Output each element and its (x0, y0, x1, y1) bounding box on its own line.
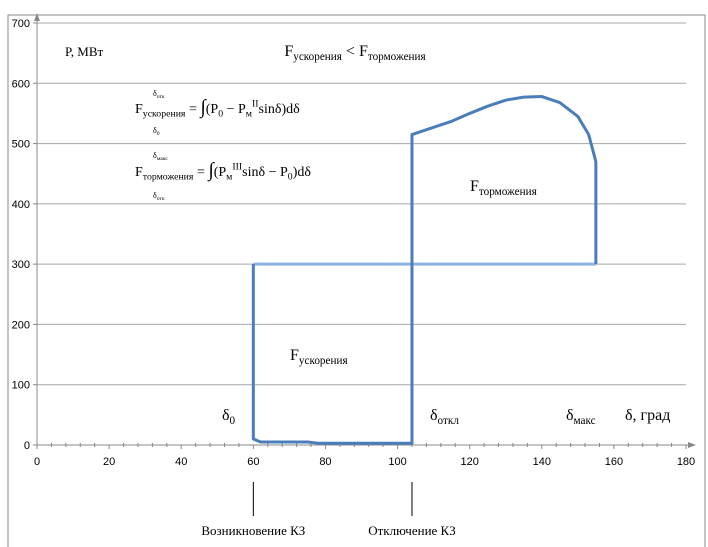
annotation-part: < F (342, 43, 368, 60)
annotation: δоткл (430, 407, 459, 427)
annotation-part: торможения (479, 186, 537, 198)
annotation-part: отк (157, 94, 165, 100)
annotation: δ0 (222, 407, 236, 427)
x-tick-label: 120 (460, 456, 478, 468)
annotation-part: F (290, 347, 299, 364)
y-tick-label: 500 (12, 139, 30, 151)
x-tick-label: 20 (103, 456, 115, 468)
annotation: Fторможения (470, 178, 537, 198)
annotation-part: = (193, 165, 208, 180)
annotation-part: II (252, 99, 259, 110)
annotation-part: δ (153, 89, 157, 98)
annotation: Fускорения < Fторможения (284, 43, 425, 63)
annotation-part: F (135, 165, 143, 180)
annotation-part: δ (222, 407, 230, 424)
annotation-part: 0 (218, 109, 223, 120)
annotation-part: F (135, 102, 143, 117)
series-line (251, 95, 598, 445)
annotation-part: sinδ)dδ (259, 102, 301, 117)
chart-border (7, 14, 706, 547)
annotation: Fускорения = ∫(P0 − PмIIsinδ)dδ (135, 97, 300, 120)
x-axis-label: δ, град (625, 407, 670, 424)
y-tick-label: 700 (12, 18, 30, 30)
y-tick-label: 300 (12, 259, 30, 271)
x-tick-label: 100 (388, 456, 406, 468)
annotation-part: δ (430, 407, 438, 424)
annotation-part: 0 (157, 131, 160, 137)
x-tick-label: 160 (605, 456, 623, 468)
y-tick-label: 600 (12, 78, 30, 90)
annotation-part: ∫ (199, 97, 207, 119)
y-axis-arrow (34, 13, 40, 21)
y-tick-label: 100 (12, 380, 30, 392)
annotation-part: = (185, 102, 200, 117)
annotation-part: откл (438, 415, 460, 427)
x-tick-label: 0 (34, 456, 40, 468)
annotation-part: 0 (288, 172, 293, 183)
annotation-part: δ (153, 151, 157, 160)
annotation-part: )dδ (293, 165, 312, 180)
event-label: Возникновение КЗ (201, 523, 305, 538)
annotation-part: ускорения (143, 109, 186, 120)
annotation: Fторможения = ∫(PмIIIsinδ − P0)dδ (135, 160, 311, 183)
y-tick-label: 400 (12, 199, 30, 211)
annotation: δ0 (153, 126, 160, 137)
annotation-part: δ (153, 191, 157, 200)
annotation-part: макс (157, 156, 169, 162)
annotation-part: δ (153, 126, 157, 135)
annotation-part: отк (157, 196, 165, 202)
x-tick-label: 60 (247, 456, 259, 468)
x-tick-label: 140 (533, 456, 551, 468)
annotation: Fускорения (290, 347, 348, 367)
annotation-part: F (284, 43, 293, 60)
annotation-part: (P (214, 165, 227, 180)
annotation: δмакс (566, 407, 596, 427)
annotation: δотк (153, 191, 165, 202)
annotation-part: м (226, 172, 232, 183)
annotation-part: ∫ (207, 160, 215, 182)
x-tick-label: 40 (175, 456, 187, 468)
annotation-part: III (232, 162, 242, 173)
annotation: δотк (153, 89, 165, 100)
annotation-part: ускорения (299, 355, 348, 367)
annotation-part: 0 (230, 415, 236, 427)
annotation-part: торможения (368, 51, 426, 63)
annotation-part: (P (206, 102, 219, 117)
x-tick-label: 80 (319, 456, 331, 468)
annotation-part: макс (574, 415, 596, 427)
annotation-part: м (246, 109, 252, 120)
y-tick-label: 200 (12, 319, 30, 331)
x-tick-label: 180 (677, 456, 695, 468)
annotation-part: ускорения (293, 51, 342, 63)
annotation: δмакс (153, 151, 168, 162)
annotation-part: δ (566, 407, 574, 424)
x-axis-arrow (688, 442, 696, 448)
annotation-part: − P (223, 102, 246, 117)
event-label: Отключение КЗ (368, 523, 456, 538)
y-axis-label: P, МВт (65, 44, 104, 59)
annotation-part: F (470, 178, 479, 195)
annotation-part: sinδ − P (242, 165, 288, 180)
annotation-part: торможения (143, 172, 194, 183)
y-tick-label: 0 (24, 440, 30, 452)
